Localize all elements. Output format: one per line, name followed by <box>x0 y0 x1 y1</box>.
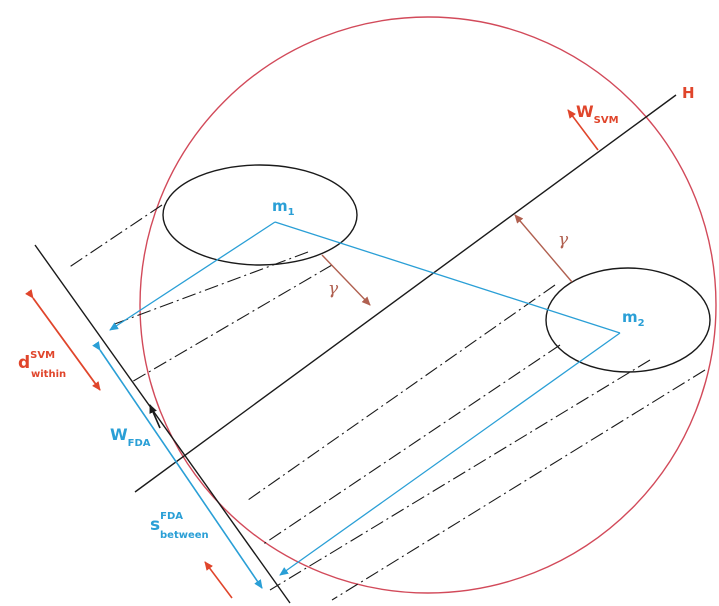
s-between-arrow <box>92 341 263 589</box>
hyperplane-h <box>134 94 677 493</box>
wfda-label: WFDA <box>110 425 151 449</box>
gamma-arrow-lower <box>321 254 371 306</box>
class-2-ellipse <box>545 267 711 373</box>
projection-axis <box>34 244 291 604</box>
wfda-direction-arrow <box>149 404 161 429</box>
hyperplane-label: H <box>682 84 695 102</box>
m2-projection-arrow <box>279 332 621 576</box>
d-within-sub: within <box>31 369 66 380</box>
gamma-label-upper: γ <box>558 230 569 250</box>
fda-lines <box>109 221 621 576</box>
bottom-red-arrow <box>204 561 233 599</box>
m1-label: m1 <box>272 197 295 218</box>
class-1-ellipse <box>162 164 358 266</box>
gamma-arrow-upper <box>514 214 573 283</box>
m1-projection-arrow <box>109 221 276 331</box>
m2-label: m2 <box>622 308 645 329</box>
s-between-label: sFDA <box>150 511 183 535</box>
means-connector <box>274 221 621 334</box>
d-within-arrow <box>25 289 101 391</box>
enclosing-circle <box>139 16 717 594</box>
s-between-sub: between <box>160 530 209 541</box>
wsvm-arrow <box>567 109 599 151</box>
d-within-label: dSVM <box>18 350 55 373</box>
gamma-label-lower: γ <box>328 279 339 299</box>
wsvm-label: WSVM <box>576 102 619 126</box>
